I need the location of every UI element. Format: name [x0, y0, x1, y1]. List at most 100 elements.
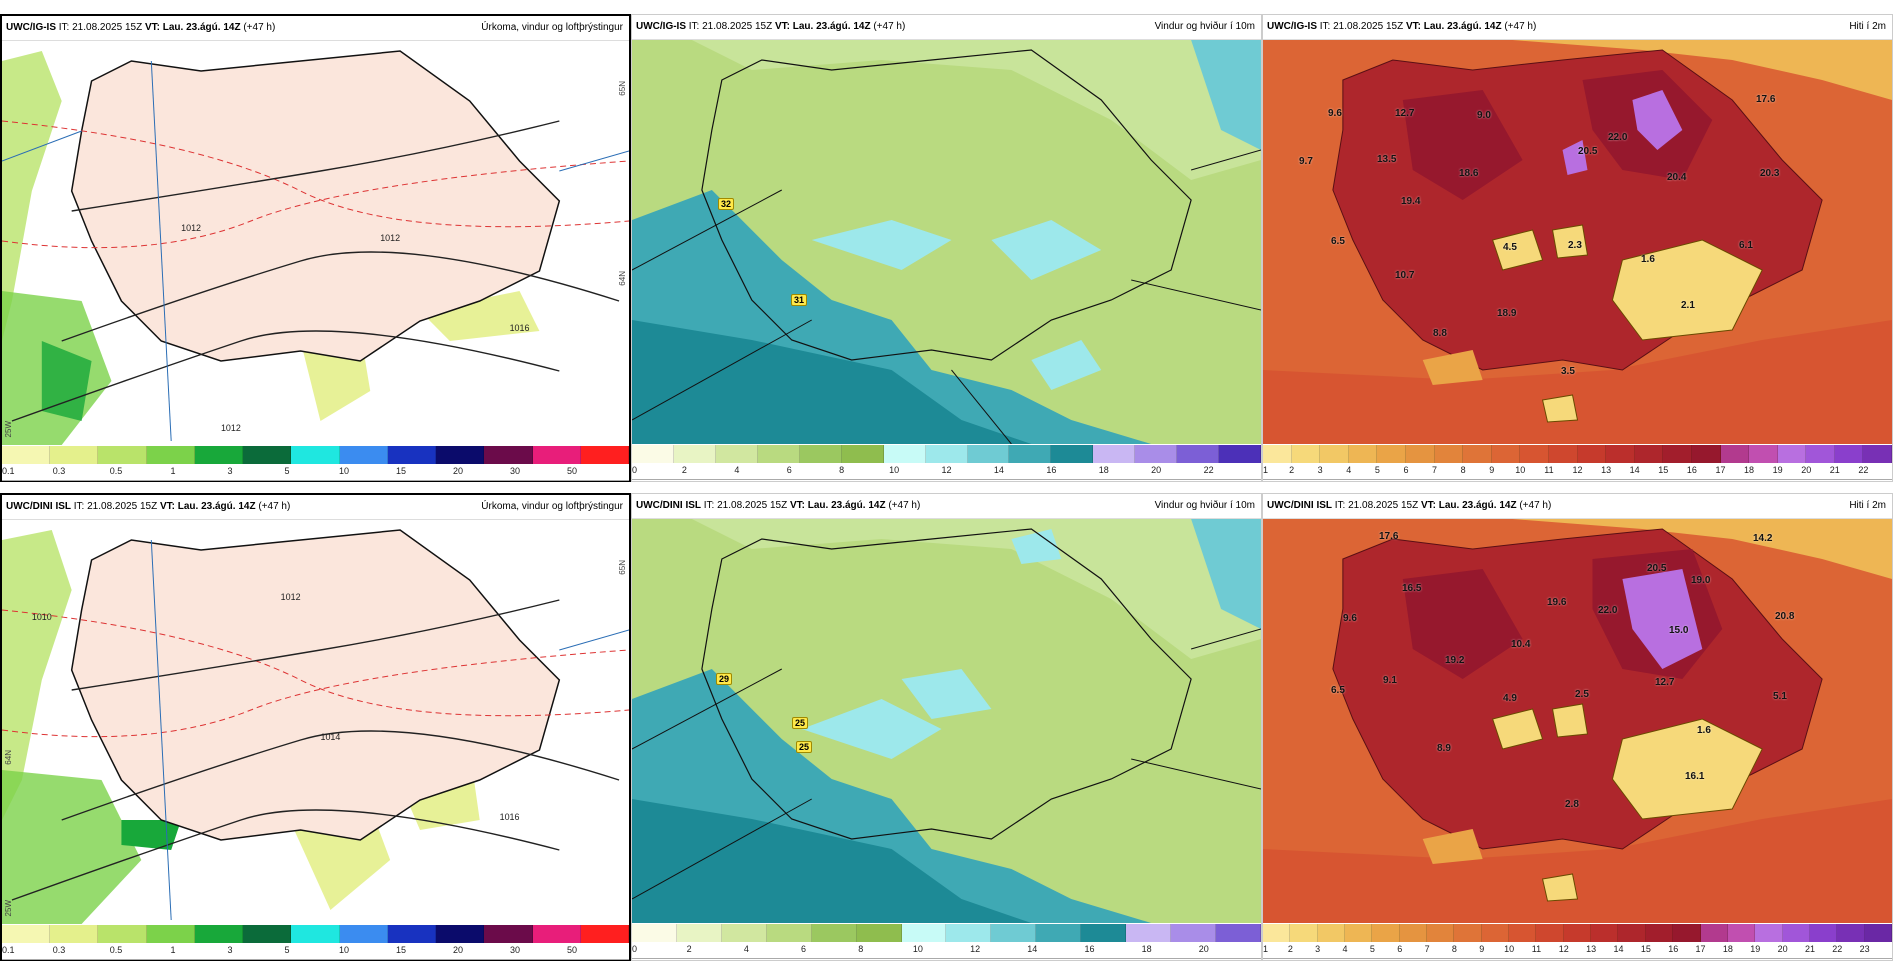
colorbar-tick: 14 [993, 465, 1004, 475]
colorbar-swatch [1377, 445, 1406, 463]
lead-time: (+47 h) [258, 501, 291, 512]
temp-value: 2.8 [1565, 799, 1579, 810]
valid-time: Lau. 23.ágú. 14Z [792, 21, 871, 32]
colorbar-tick: 22 [1203, 465, 1214, 475]
colorbar-swatch [243, 925, 292, 943]
temp-value: 17.6 [1756, 94, 1776, 105]
colorbar-swatch [1219, 445, 1262, 463]
colorbar-swatch [1663, 445, 1692, 463]
colorbar-swatch [2, 446, 51, 464]
colorbar-swatch [757, 445, 800, 463]
colorbar-swatches [2, 925, 630, 943]
model-name: UWC/IG-IS [636, 21, 686, 32]
temp-value: 20.5 [1647, 563, 1667, 574]
colorbar-tick: 14 [1613, 944, 1624, 954]
colorbar-tick: 12 [970, 944, 981, 954]
valid-time-label: VT: [144, 22, 160, 33]
temp-value: 2.1 [1681, 300, 1695, 311]
colorbar-swatch [1548, 445, 1578, 463]
colorbar-swatch [1834, 445, 1864, 463]
colorbar-swatch [1591, 924, 1619, 942]
lead-time: (+47 h) [1519, 500, 1552, 511]
colorbar-swatch [98, 446, 147, 464]
init-time: IT: 21.08.2025 15Z [58, 22, 143, 33]
panel-header: UWC/DINI ISL IT: 21.08.2025 15Z VT: Lau.… [632, 494, 1261, 518]
colorbar-swatch [1348, 445, 1378, 463]
colorbar-tick: 10 [338, 466, 350, 476]
colorbar-swatch [1782, 924, 1810, 942]
colorbar-tick: 18 [1141, 944, 1152, 954]
temp-value: 6.1 [1739, 240, 1753, 251]
panel-temp-row2: UWC/DINI ISL IT: 21.08.2025 15Z VT: Lau.… [1262, 493, 1893, 961]
colorbar-swatch [1036, 924, 1082, 942]
colorbar-swatch [841, 445, 884, 463]
colorbar-swatch [1691, 445, 1721, 463]
colorbar-tick: 17 [1695, 944, 1706, 954]
model-name: UWC/IG-IS [1267, 21, 1317, 32]
colorbar-swatch [1081, 924, 1127, 942]
colorbar-swatch [1809, 924, 1838, 942]
valid-time: Lau. 23.ágú. 14Z [807, 500, 886, 511]
panel-title: Hiti í 2m [1849, 500, 1886, 511]
colorbar-swatch [194, 925, 244, 943]
temp-value: 10.4 [1511, 639, 1531, 650]
panel-title: Úrkoma, vindur og loftþrýstingur [481, 22, 623, 33]
colorbar-swatches [632, 924, 1261, 942]
lat-tick: 64N [4, 750, 13, 765]
colorbar-tick: 12 [1572, 465, 1583, 475]
colorbar-tick: 19 [1750, 944, 1761, 954]
colorbar-tick: 50 [566, 466, 578, 476]
temp-value: 2.5 [1575, 689, 1589, 700]
panel-wind-row1: UWC/IG-IS IT: 21.08.2025 15Z VT: Lau. 23… [631, 14, 1262, 482]
colorbar-swatch [1434, 445, 1464, 463]
temp-value: 16.5 [1402, 583, 1422, 594]
colorbar-tick: 16 [1046, 465, 1057, 475]
colorbar-tick: 10 [1515, 465, 1526, 475]
colorbar-swatch [436, 446, 485, 464]
colorbar-tick: 18 [1722, 944, 1733, 954]
colorbar-swatch [1536, 924, 1564, 942]
temp-value: 13.5 [1377, 154, 1397, 165]
init-time: IT: 21.08.2025 15Z [703, 500, 788, 511]
temp-value: 4.5 [1503, 242, 1517, 253]
colorbar-swatch [1463, 445, 1492, 463]
colorbar-tick: 6 [801, 944, 807, 954]
colorbar-tick: 5 [284, 466, 290, 476]
colorbar-tick: 0.3 [52, 945, 66, 955]
valid-time-label: VT: [1405, 21, 1421, 32]
colorbar-tick: 50 [566, 945, 578, 955]
panel-title: Úrkoma, vindur og loftþrýstingur [481, 501, 623, 512]
colorbar-tick: 4 [734, 465, 740, 475]
init-time: IT: 21.08.2025 15Z [688, 21, 773, 32]
temp-value: 20.8 [1775, 611, 1795, 622]
colorbar-tick: 15 [395, 466, 407, 476]
colorbar-tick: 10 [1504, 944, 1515, 954]
temp-value: 18.6 [1459, 168, 1479, 179]
colorbar-tick: 2 [686, 944, 692, 954]
colorbar-swatch [1405, 445, 1435, 463]
temp-value: 19.6 [1547, 597, 1567, 608]
svg-text:1012: 1012 [281, 592, 301, 602]
temp-value: 20.4 [1667, 172, 1687, 183]
colorbar-swatch [580, 925, 630, 943]
colorbar-tick: 30 [509, 945, 521, 955]
colorbar-swatch [387, 925, 437, 943]
colorbar-tick: 14 [1027, 944, 1038, 954]
colorbar-swatch [967, 445, 1010, 463]
colorbar-tick: 20 [1151, 465, 1162, 475]
temp-value: 6.5 [1331, 236, 1345, 247]
colorbar-tick: 3 [1315, 944, 1321, 954]
model-name: UWC/DINI ISL [6, 501, 71, 512]
model-name: UWC/IG-IS [6, 22, 56, 33]
colorbar-ticks: 0.1 0.3 0.5 1 3 5 10 15 20 30 50 [2, 945, 629, 959]
colorbar: 0 2 4 6 8 10 12 14 16 18 20 22 [632, 445, 1262, 481]
colorbar-swatch [883, 445, 926, 463]
colorbar-tick: 17 [1715, 465, 1726, 475]
colorbar-swatch [1700, 924, 1728, 942]
valid-time-label: VT: [159, 501, 175, 512]
colorbar-swatch [50, 925, 99, 943]
colorbar-ticks: 1 2 3 4 5 6 7 8 9 10 11 12 13 14 15 16 17 18 19 20 21 22 23 [1263, 944, 1892, 958]
temp-value: 15.0 [1669, 625, 1689, 636]
lat-tick: 65N [618, 560, 627, 575]
panel-title: Vindur og hviður í 10m [1154, 21, 1255, 32]
